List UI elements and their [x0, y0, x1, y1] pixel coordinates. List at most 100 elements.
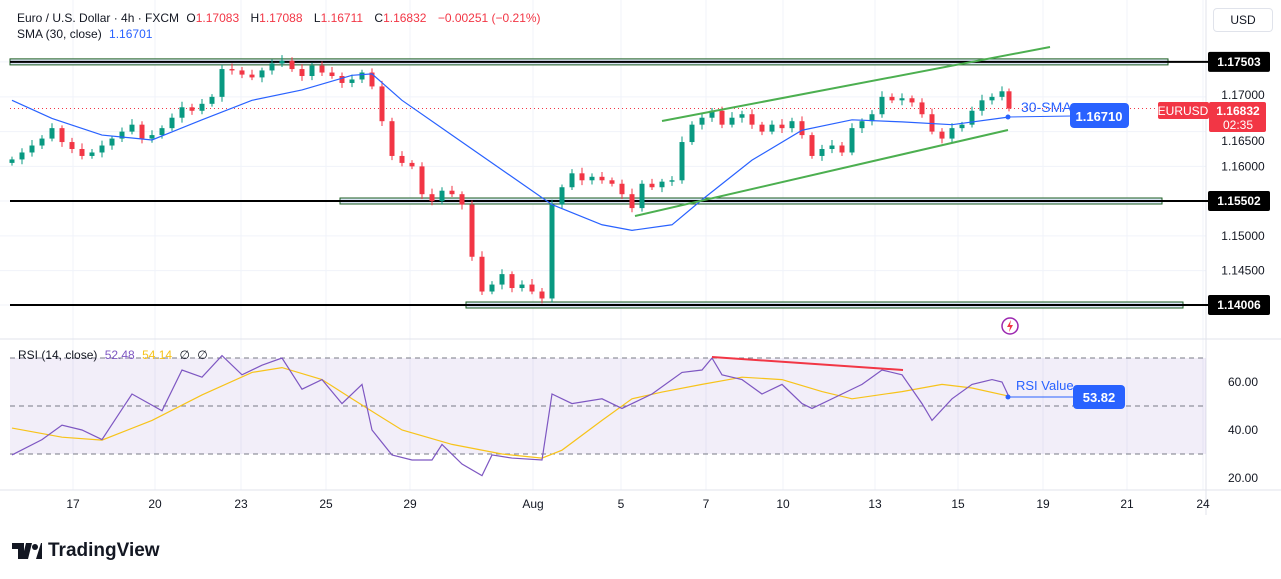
- candle-body: [449, 190, 455, 195]
- candle-body: [629, 194, 635, 209]
- candle-body: [609, 180, 615, 184]
- candle-body: [579, 173, 585, 181]
- price-tick: 1.14500: [1221, 264, 1265, 278]
- candle-body: [639, 183, 645, 209]
- candle-body: [509, 274, 515, 289]
- candle-body: [709, 110, 715, 118]
- rsi-label: RSI (14, close): [18, 348, 98, 362]
- candle-body: [289, 60, 295, 70]
- candle-body: [739, 114, 745, 118]
- candle-body: [519, 284, 525, 289]
- logo-text: TradingView: [48, 540, 160, 561]
- candle-body: [29, 145, 35, 153]
- candle-body: [79, 148, 85, 156]
- rsi-tick: 60.00: [1228, 375, 1258, 389]
- candle-body: [559, 187, 565, 205]
- time-tick: 21: [1120, 497, 1134, 511]
- candle-body: [319, 65, 325, 73]
- candle-body: [699, 117, 705, 125]
- low-label: L: [313, 11, 321, 25]
- candle-body: [799, 121, 805, 136]
- candle-body: [69, 142, 75, 149]
- candle-body: [899, 98, 905, 101]
- candle-body: [279, 60, 285, 64]
- price-level-tag: [1208, 191, 1270, 211]
- candle-body: [479, 256, 485, 292]
- rsi-value-box: [1073, 385, 1125, 409]
- last-price-tag: [1209, 102, 1266, 132]
- candle-body: [779, 124, 785, 129]
- candle-body: [489, 284, 495, 292]
- candle-body: [309, 65, 315, 77]
- open-label: O: [186, 11, 196, 25]
- candle-body: [959, 124, 965, 129]
- chart-canvas[interactable]: 30-SMA 1.16710 RSI Value 53.82 1.17000 1.1650…: [0, 0, 1281, 520]
- time-tick: 23: [234, 497, 248, 511]
- price-level-tag: [1208, 295, 1270, 316]
- candle-body: [839, 145, 845, 153]
- candle-body: [879, 96, 885, 115]
- candle-body: [389, 121, 395, 156]
- ohlc-low: L1.16711: [314, 11, 367, 25]
- candle-body: [379, 86, 385, 122]
- rsi-tick: 40.00: [1228, 423, 1258, 437]
- rsi-value-box-text: 53.82: [1083, 390, 1116, 405]
- candle-body: [549, 204, 555, 299]
- sma-callout-text: 30-SMA: [1021, 99, 1072, 115]
- candle-body: [259, 70, 265, 78]
- rsi-divergence-line: [711, 356, 904, 371]
- price-level-text: 1.17503: [1217, 55, 1261, 69]
- candle-body: [419, 166, 425, 195]
- sma-legend[interactable]: SMA (30, close) 1.16701: [17, 27, 156, 41]
- rsi-line: [11, 354, 1010, 477]
- rsi-callout-dot: [1005, 394, 1011, 400]
- candle-body: [1006, 91, 1012, 109]
- close-label: C: [374, 11, 384, 25]
- candle-body: [989, 96, 995, 101]
- time-tick: 20: [148, 497, 162, 511]
- candle-body: [9, 159, 15, 163]
- symbol-tag: [1158, 102, 1209, 119]
- sma-value-box: [1070, 103, 1129, 128]
- candle-body: [819, 148, 825, 156]
- candle-body: [429, 194, 435, 202]
- candle-body: [239, 70, 245, 75]
- price-level-text: 1.14006: [1217, 298, 1261, 312]
- candle-body: [669, 180, 675, 182]
- sma-callout-line: [1007, 115, 1073, 118]
- candle-body: [469, 204, 475, 257]
- low-value: 1.16711: [320, 11, 364, 25]
- candle-body: [719, 110, 725, 125]
- time-tick: 25: [319, 497, 333, 511]
- high-value: 1.17088: [259, 11, 303, 25]
- candle-body: [19, 152, 25, 160]
- candle-body: [49, 128, 55, 139]
- candle-body: [909, 98, 915, 103]
- time-tick: 19: [1036, 497, 1050, 511]
- candle-body: [599, 176, 605, 181]
- candle-body: [969, 110, 975, 125]
- candle-body: [689, 124, 695, 143]
- candle-body: [769, 124, 775, 132]
- candle-body: [169, 117, 175, 129]
- ohlc-close: C1.16832: [374, 11, 430, 25]
- rsi-legend[interactable]: RSI (14, close) 52.48 54.14 ∅ ∅: [18, 348, 212, 362]
- candle-body: [209, 96, 215, 104]
- countdown-text: 02:35: [1223, 118, 1253, 132]
- price-tick: 1.15000: [1221, 229, 1265, 243]
- candle-body: [159, 128, 165, 136]
- candle-body: [809, 135, 815, 156]
- candle-body: [39, 138, 45, 146]
- channel-upper-line: [661, 46, 1051, 122]
- currency-button[interactable]: USD: [1213, 8, 1273, 32]
- candle-body: [849, 128, 855, 153]
- time-tick: 13: [868, 497, 882, 511]
- candle-body: [109, 138, 115, 146]
- sma-callout-dot: [1005, 114, 1011, 120]
- price-tick: 1.16500: [1221, 134, 1265, 148]
- candle-body: [499, 274, 505, 285]
- candle-body: [129, 124, 135, 132]
- candle-body: [399, 155, 405, 163]
- candle-body: [349, 79, 355, 83]
- tradingview-logo[interactable]: TradingView: [12, 540, 160, 562]
